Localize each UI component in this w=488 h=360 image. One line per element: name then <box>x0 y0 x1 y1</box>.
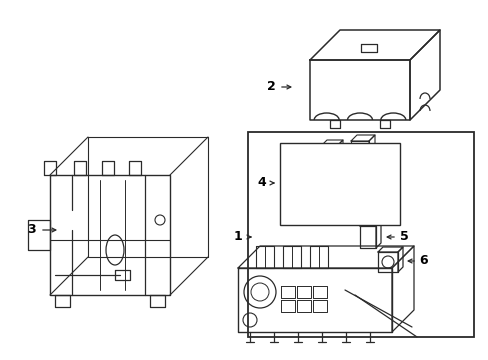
Bar <box>280 143 399 225</box>
Text: 4: 4 <box>257 176 266 189</box>
Text: 3: 3 <box>27 224 35 237</box>
Text: 5: 5 <box>399 230 407 243</box>
Text: 6: 6 <box>419 255 427 267</box>
Text: 2: 2 <box>266 81 275 94</box>
Text: 1: 1 <box>233 230 242 243</box>
Bar <box>247 132 473 337</box>
